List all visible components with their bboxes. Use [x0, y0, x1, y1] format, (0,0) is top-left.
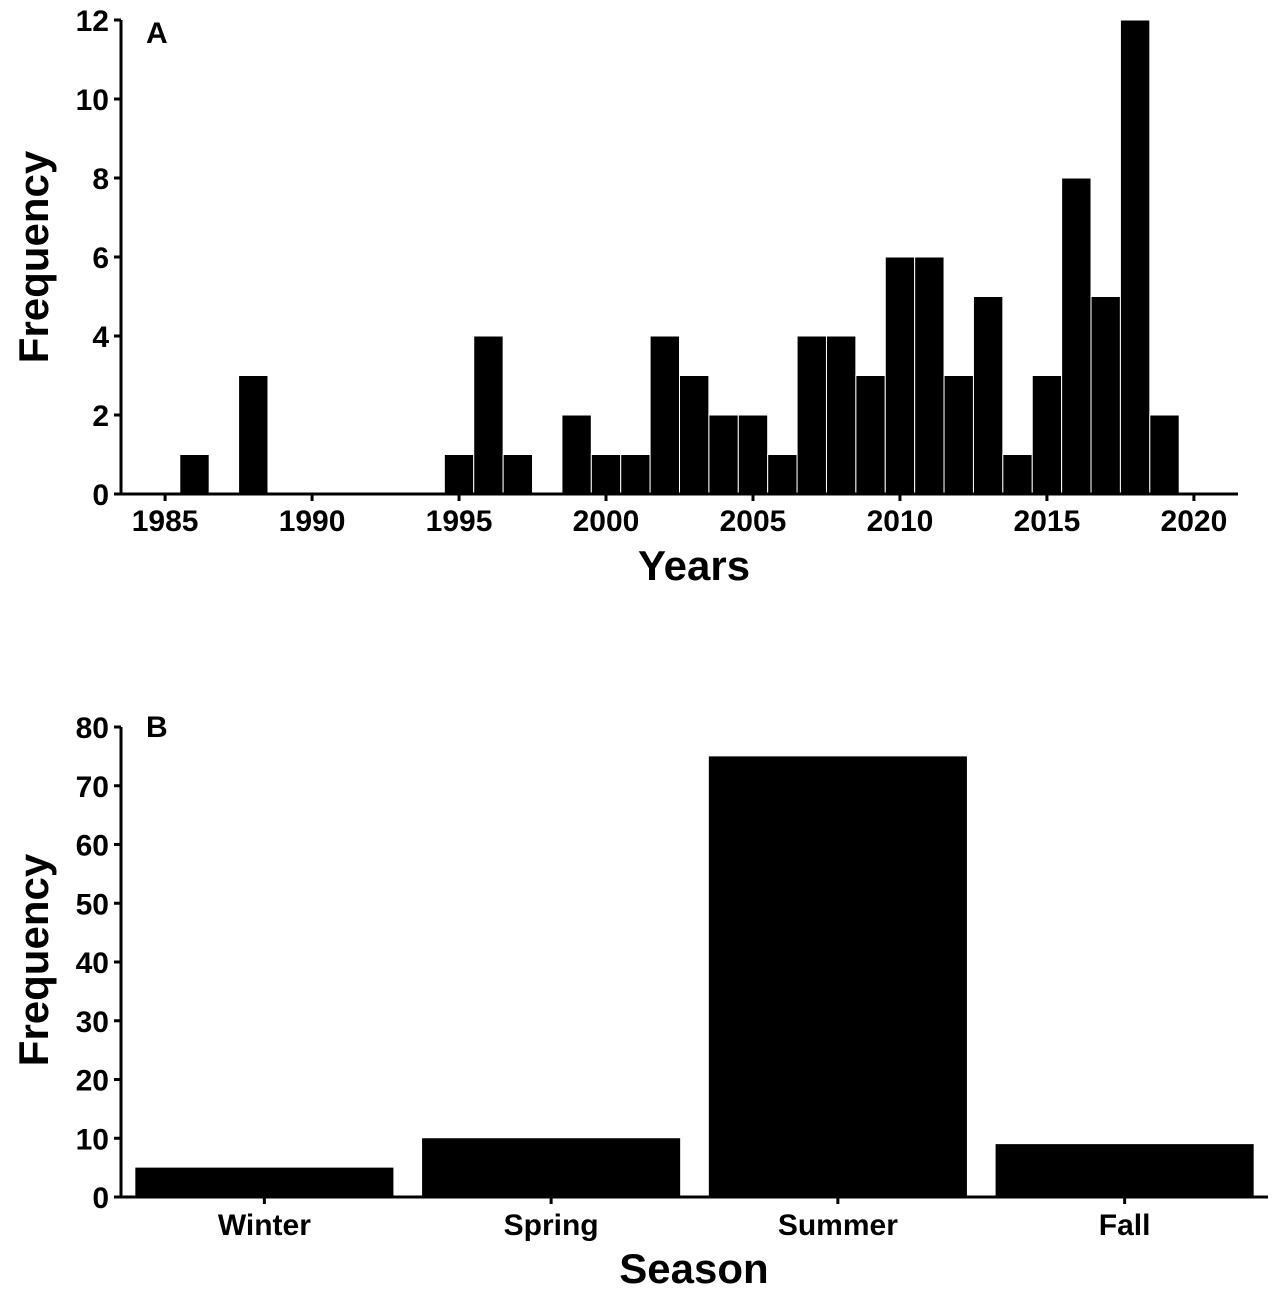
y-tick-label: 12	[76, 5, 109, 38]
y-axis-ticks: 0 2 4 6 8 10 12	[76, 5, 121, 512]
histogram-bar-2002	[649, 335, 681, 495]
y-tick-label: 60	[76, 830, 109, 863]
histogram-bar-2017	[1090, 296, 1121, 495]
y-tick-label: 0	[92, 479, 109, 512]
y-tick-label: 8	[92, 163, 109, 196]
y-tick-label: 4	[92, 321, 109, 354]
x-tick-label: 2015	[1014, 505, 1081, 538]
histogram-bar-2006	[767, 454, 798, 495]
histogram-bar-2005	[737, 414, 769, 495]
x-axis-title: Years	[638, 542, 750, 589]
histogram-bar-2011	[914, 256, 945, 495]
panel-label-b: B	[146, 711, 168, 744]
x-tick-label: 2010	[867, 505, 934, 538]
histogram-bar-2010	[884, 256, 916, 495]
histogram-bar-2012	[943, 375, 974, 495]
histogram-bar-2003	[679, 375, 710, 495]
x-tick-label-winter: Winter	[218, 1209, 311, 1242]
y-tick-label: 30	[76, 1006, 109, 1039]
histogram-bar-1996	[473, 335, 504, 495]
y-tick-label: 40	[76, 947, 109, 980]
y-tick-label: 6	[92, 242, 109, 275]
x-tick-label: 1995	[426, 505, 493, 538]
y-axis-title: Frequency	[10, 150, 57, 363]
histogram-bar-2008	[825, 335, 857, 495]
histogram-bar-2000	[590, 454, 622, 495]
x-axis-ticks: Winter Spring Summer Fall	[218, 1197, 1151, 1242]
y-axis-ticks: 0 10 20 30 40 50 60 70 80	[76, 712, 121, 1215]
x-tick-label-fall: Fall	[1099, 1209, 1151, 1242]
y-tick-label: 10	[76, 1123, 109, 1156]
y-tick-label: 50	[76, 888, 109, 921]
histogram-bar-1997	[502, 454, 534, 495]
histogram-panel-a: 0 2 4 6 8 10 12 1985 1990 1995 2000 2005 2010 2015 20…	[10, 5, 1238, 589]
histogram-bar-2014	[1002, 454, 1033, 495]
x-tick-label: 2000	[573, 505, 640, 538]
x-axis-ticks: 1985 1990 1995 2000 2005 2010 2015 2020	[132, 494, 1228, 538]
x-tick-label-spring: Spring	[504, 1209, 599, 1242]
x-tick-label: 1985	[132, 505, 199, 538]
panel-label-a: A	[146, 17, 168, 50]
x-tick-label: 2020	[1161, 505, 1228, 538]
histogram-bar-2001	[620, 454, 651, 495]
x-tick-label-summer: Summer	[778, 1209, 898, 1242]
season-bars	[135, 756, 1254, 1197]
bar-chart-panel-b: 0 10 20 30 40 50 60 70 80 Winter Spring Summer Fall…	[10, 711, 1268, 1289]
histogram-bar-2004	[708, 414, 739, 495]
y-tick-label: 70	[76, 771, 109, 804]
histogram-bar-1988	[238, 375, 269, 495]
histogram-bars	[179, 19, 1180, 495]
histogram-bar-2007	[796, 335, 827, 495]
season-bar-summer	[708, 756, 967, 1197]
season-bar-fall	[995, 1144, 1254, 1197]
season-bar-spring	[422, 1138, 681, 1197]
y-tick-label: 10	[76, 84, 109, 117]
histogram-bar-1995	[443, 454, 475, 495]
histogram-bar-2015	[1031, 375, 1063, 495]
x-axis-title: Season	[619, 1245, 768, 1289]
histogram-bar-2019	[1149, 414, 1180, 495]
histogram-bar-2013	[972, 296, 1004, 495]
x-tick-label: 1990	[279, 505, 346, 538]
histogram-bar-1999	[561, 414, 592, 495]
histogram-bar-2009	[855, 375, 886, 495]
histogram-bar-2018	[1119, 19, 1151, 495]
y-tick-label: 0	[92, 1182, 109, 1215]
x-tick-label: 2005	[720, 505, 787, 538]
y-axis-title: Frequency	[10, 853, 57, 1066]
season-bar-winter	[135, 1167, 394, 1197]
y-tick-label: 2	[92, 400, 109, 433]
histogram-bar-2016	[1061, 177, 1092, 495]
y-tick-label: 20	[76, 1065, 109, 1098]
histogram-bar-1986	[179, 454, 210, 495]
y-tick-label: 80	[76, 712, 109, 745]
